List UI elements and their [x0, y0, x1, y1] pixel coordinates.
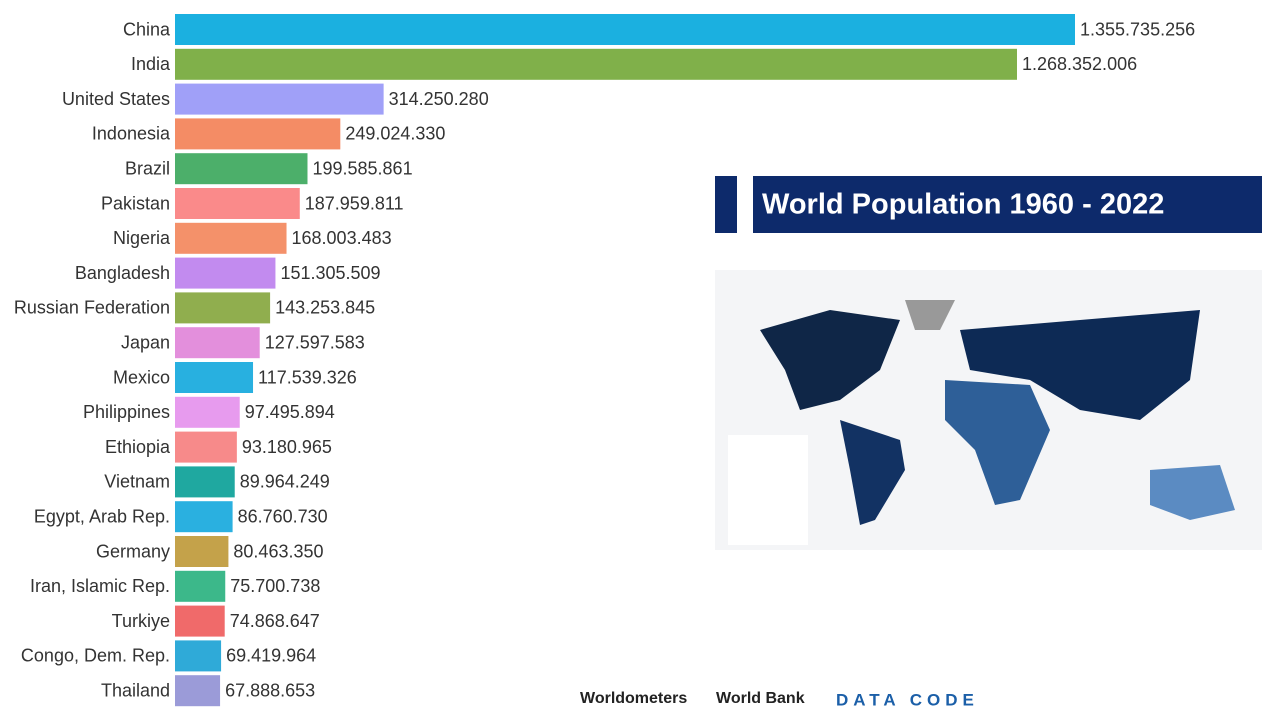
value-label: 86.760.730 [238, 506, 328, 526]
value-label: 75.700.738 [230, 576, 320, 596]
world-map [715, 270, 1262, 550]
bar [175, 640, 222, 672]
category-label: Germany [96, 541, 170, 561]
bar [175, 327, 260, 359]
source: World Bank [716, 690, 805, 707]
value-label: 187.959.811 [305, 193, 404, 213]
value-label: 151.305.509 [280, 263, 380, 283]
category-label: Russian Federation [14, 298, 170, 318]
bar [175, 501, 233, 533]
category-label: Ethiopia [105, 437, 171, 457]
bar [175, 118, 341, 150]
value-label: 69.419.964 [226, 646, 316, 666]
value-label: 127.597.583 [265, 332, 365, 352]
category-label: Philippines [83, 402, 170, 422]
bar [175, 605, 225, 637]
category-label: Indonesia [92, 124, 171, 144]
bar [175, 431, 237, 463]
category-label: Egypt, Arab Rep. [34, 506, 170, 526]
value-label: 143.253.845 [275, 298, 375, 318]
bar [175, 396, 240, 428]
category-label: Pakistan [101, 193, 170, 213]
category-label: Nigeria [113, 228, 171, 248]
category-label: Turkiye [112, 611, 170, 631]
bar [175, 188, 300, 219]
category-label: Congo, Dem. Rep. [21, 646, 170, 666]
value-label: 93.180.965 [242, 437, 332, 457]
value-label: 80.463.350 [233, 541, 323, 561]
bar [175, 257, 276, 289]
bar [175, 153, 308, 185]
bar [175, 83, 384, 115]
value-label: 117.539.326 [258, 367, 357, 387]
bar [175, 675, 221, 707]
value-label: 89.964.249 [240, 472, 330, 492]
title-accent [715, 176, 737, 233]
category-label: Iran, Islamic Rep. [30, 576, 170, 596]
category-label: Japan [121, 332, 170, 352]
value-label: 168.003.483 [292, 228, 392, 248]
value-label: 74.868.647 [230, 611, 320, 631]
category-label: China [123, 19, 171, 39]
source: Worldometers [580, 690, 687, 707]
bar [175, 536, 229, 567]
value-label: 67.888.653 [225, 680, 315, 700]
value-label: 199.585.861 [312, 158, 412, 178]
value-label: 249.024.330 [345, 124, 445, 144]
category-label: Vietnam [104, 472, 170, 492]
value-label: 97.495.894 [245, 402, 335, 422]
bar [175, 48, 1017, 80]
bar [175, 222, 287, 254]
bar [175, 14, 1075, 45]
bar [175, 362, 254, 393]
bar [175, 570, 226, 602]
category-label: Mexico [113, 367, 170, 387]
category-label: India [131, 54, 171, 74]
category-label: United States [62, 89, 170, 109]
value-label: 1.268.352.006 [1022, 54, 1137, 74]
category-label: Brazil [125, 158, 170, 178]
chart-title: World Population 1960 - 2022 [762, 189, 1164, 221]
value-label: 1.355.735.256 [1080, 19, 1195, 39]
category-label: Bangladesh [75, 263, 170, 283]
title-box [753, 176, 1262, 233]
brand: DATA CODE [836, 690, 979, 709]
bar [175, 292, 271, 324]
bar [175, 466, 235, 498]
value-label: 314.250.280 [389, 89, 489, 109]
category-label: Thailand [101, 680, 170, 700]
